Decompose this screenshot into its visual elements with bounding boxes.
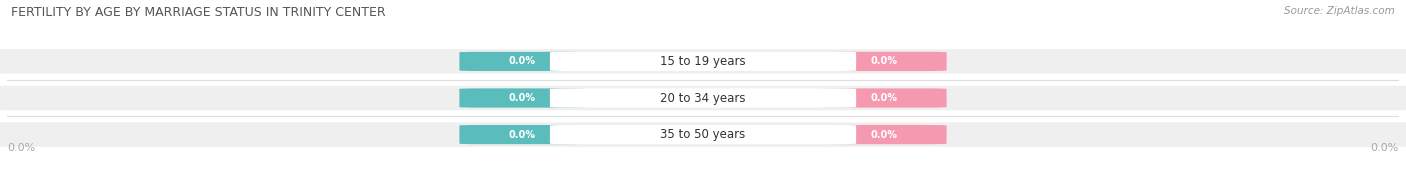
FancyBboxPatch shape	[460, 125, 585, 144]
Text: 35 to 50 years: 35 to 50 years	[661, 128, 745, 141]
FancyBboxPatch shape	[550, 88, 856, 108]
FancyBboxPatch shape	[550, 125, 856, 144]
Text: FERTILITY BY AGE BY MARRIAGE STATUS IN TRINITY CENTER: FERTILITY BY AGE BY MARRIAGE STATUS IN T…	[11, 6, 385, 19]
Text: Source: ZipAtlas.com: Source: ZipAtlas.com	[1284, 6, 1395, 16]
FancyBboxPatch shape	[460, 88, 585, 108]
FancyBboxPatch shape	[821, 88, 946, 108]
FancyBboxPatch shape	[0, 49, 1406, 74]
Text: 0.0%: 0.0%	[870, 56, 897, 66]
FancyBboxPatch shape	[0, 86, 1406, 110]
Text: 0.0%: 0.0%	[509, 130, 536, 140]
FancyBboxPatch shape	[821, 52, 946, 71]
FancyBboxPatch shape	[550, 52, 856, 71]
Text: 0.0%: 0.0%	[509, 93, 536, 103]
Text: 15 to 19 years: 15 to 19 years	[661, 55, 745, 68]
Legend: Married, Unmarried: Married, Unmarried	[617, 192, 789, 196]
Text: 0.0%: 0.0%	[7, 143, 35, 153]
Text: 0.0%: 0.0%	[1371, 143, 1399, 153]
FancyBboxPatch shape	[0, 122, 1406, 147]
Text: 0.0%: 0.0%	[509, 56, 536, 66]
FancyBboxPatch shape	[821, 125, 946, 144]
Text: 0.0%: 0.0%	[870, 130, 897, 140]
Text: 20 to 34 years: 20 to 34 years	[661, 92, 745, 104]
Text: 0.0%: 0.0%	[870, 93, 897, 103]
FancyBboxPatch shape	[460, 52, 585, 71]
